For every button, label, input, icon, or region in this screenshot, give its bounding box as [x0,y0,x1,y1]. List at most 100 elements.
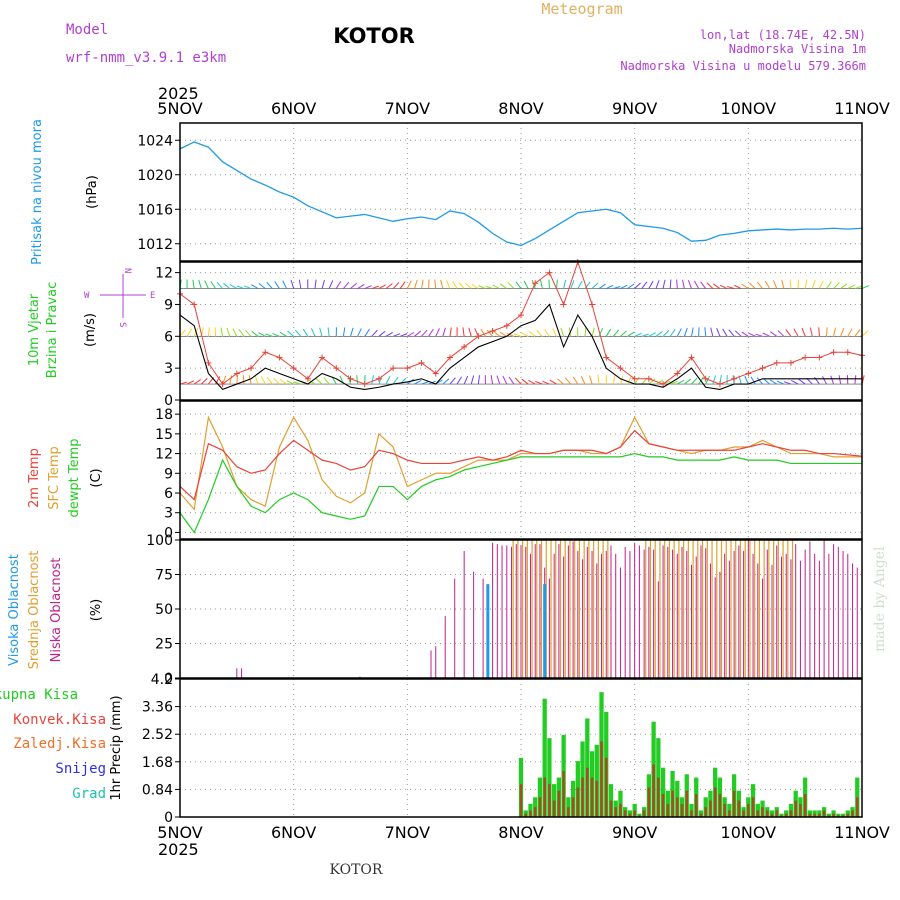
lonlat-label: lon,lat (18.74E, 42.5N) [700,28,866,42]
conv-precip-bar [837,815,840,817]
wind-barb [712,375,716,385]
panel-frame [179,539,863,679]
wind-barb [783,381,792,385]
wind-barb [847,328,853,337]
wind-gust-marker [802,354,809,361]
conv-precip-bar [657,777,660,817]
conv-precip-bar [552,800,556,817]
model-name: wrf-nmm_v3.9.1 e3km [66,50,226,66]
wind-series-label: 10m Vjetar [27,293,42,366]
x-tick-label-bottom: 9NOV [612,823,657,842]
wind-barb [513,333,522,337]
temp2m-series-label: 2m Temp [27,448,42,508]
x-tick-label-bottom: 6NOV [271,823,316,842]
wind-barb [490,375,494,385]
wind-gust-marker [319,354,326,361]
conv-precip-bar [803,794,807,817]
wind-barb [428,328,434,337]
y-tick-label: 12 [155,266,173,282]
wind-barb [499,331,508,337]
wind-barb [726,285,735,290]
y-tick-label: 0 [164,525,173,541]
wind-barb [440,279,444,289]
conv-precip-bar [723,803,726,817]
wind-barb [789,279,792,289]
conv-precip-bar [571,797,575,817]
wind-unit-label: (m/s) [83,313,98,347]
wind-gust-marker [191,301,198,308]
wind-barb [232,328,238,337]
conv-precip-bar [851,810,854,817]
wind-barb [407,331,415,337]
wind-barb [597,375,600,385]
wind-gust-marker [617,365,624,372]
wind-barb [634,332,642,337]
wind-gust-marker [503,322,510,329]
total-precip-bar [542,698,547,817]
wind-barb [236,285,245,290]
pressure-series-line [179,141,863,247]
wind-barb [563,279,567,289]
y-tick-label: 12 [155,447,173,463]
cloud-unit-label: (%) [89,599,104,622]
wind-barb [691,327,694,337]
conv-precip-bar [595,780,599,817]
conv-precip-bar [590,777,594,817]
wind-barb [809,327,813,337]
conv-precip-bar [794,800,797,817]
wind-barb [399,281,406,289]
wind-barb [400,333,408,337]
wind-barb [210,281,216,289]
conv-precip-bar [808,813,812,817]
y-tick-label: 3 [164,506,173,522]
conv-precip-bar [699,813,703,817]
wind-barb [584,327,587,337]
wind-barb [741,283,749,289]
wind-barb [764,280,771,289]
wind-barb [266,282,273,289]
x-tick-label-top: 11NOV [834,99,890,118]
wind-barb [350,327,354,337]
wind-barb [385,283,393,289]
wind-barb [378,330,386,337]
x-tick-label-top: 6NOV [271,99,316,118]
wind-barb [523,280,529,289]
wind-barb [682,279,685,289]
wind-barb [605,328,612,337]
conv-precip-bar [775,810,779,817]
wind-barb [463,375,469,385]
wind-barb [446,280,451,289]
wind-barb [801,327,806,337]
wind-barb [258,283,266,289]
wind-barb [421,381,429,385]
wind-barb [392,282,400,289]
wind-barb [435,328,440,337]
wind-barb [371,375,374,385]
wind-barb [641,333,649,337]
wind-barb [613,285,621,290]
conv-precip-bar [676,797,679,817]
wind-gust-marker [418,359,425,366]
conv-precip-bar [685,790,689,817]
wind-barb [179,329,186,337]
conv-precip-bar [747,803,750,817]
conv-precip-bar [756,810,760,817]
wind-barb [694,280,700,289]
x-tick-label-top: 7NOV [385,99,430,118]
wind-barb [434,279,437,289]
wind-barb [826,281,832,289]
conv-precip-bar [609,800,613,817]
panel-frame [179,678,863,818]
wind-barb [662,330,670,337]
wind-barb [741,331,749,337]
y-tick-label: 0 [164,671,173,687]
wind-gust-marker [773,359,780,366]
dewpt-line [179,452,862,534]
wind-barb [705,375,710,385]
compass-south: S [117,322,127,327]
y-tick-label: 15 [155,427,173,443]
wind-gust-marker [631,375,638,382]
wind-barb [762,332,770,337]
conv-precip-bar [789,810,793,817]
wind-barb [700,281,707,289]
